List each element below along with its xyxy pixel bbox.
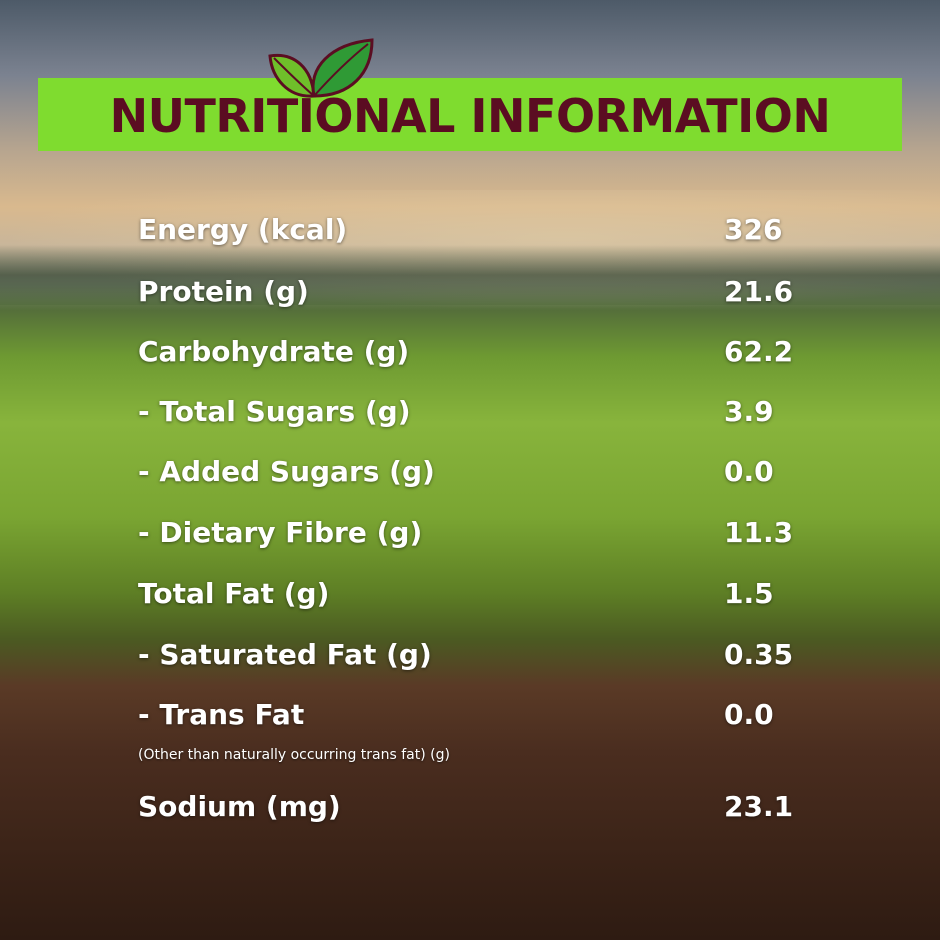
nutrient-label: Total Fat (g) xyxy=(138,577,330,610)
nutrient-value: 23.1 xyxy=(724,790,794,823)
title-banner xyxy=(38,78,902,151)
nutrient-label: - Total Sugars (g) xyxy=(138,395,411,428)
nutrient-label: Sodium (mg) xyxy=(138,790,341,823)
nutrient-label: Energy (kcal) xyxy=(138,213,348,246)
nutrient-label: - Added Sugars (g) xyxy=(138,455,435,488)
nutrient-value: 0.0 xyxy=(724,455,774,488)
leaf-icon xyxy=(268,38,374,98)
nutrient-value: 62.2 xyxy=(724,335,794,368)
nutrient-value: 326 xyxy=(724,213,783,246)
nutrient-value: 1.5 xyxy=(724,577,774,610)
title: NUTRITIONAL INFORMATION xyxy=(109,89,831,143)
nutrient-value: 3.9 xyxy=(724,395,774,428)
nutrient-label: Protein (g) xyxy=(138,275,309,308)
nutrient-value: 0.35 xyxy=(724,638,794,671)
nutrient-label: Carbohydrate (g) xyxy=(138,335,410,368)
nutrient-note: (Other than naturally occurring trans fa… xyxy=(138,747,450,763)
nutrient-value: 11.3 xyxy=(724,516,794,549)
nutrient-label: - Saturated Fat (g) xyxy=(138,638,432,671)
nutrient-value: 21.6 xyxy=(724,275,794,308)
background-trees xyxy=(0,245,940,305)
nutrient-value: 0.0 xyxy=(724,698,774,731)
nutrient-label: - Trans Fat xyxy=(138,698,305,731)
nutrient-label: - Dietary Fibre (g) xyxy=(138,516,423,549)
